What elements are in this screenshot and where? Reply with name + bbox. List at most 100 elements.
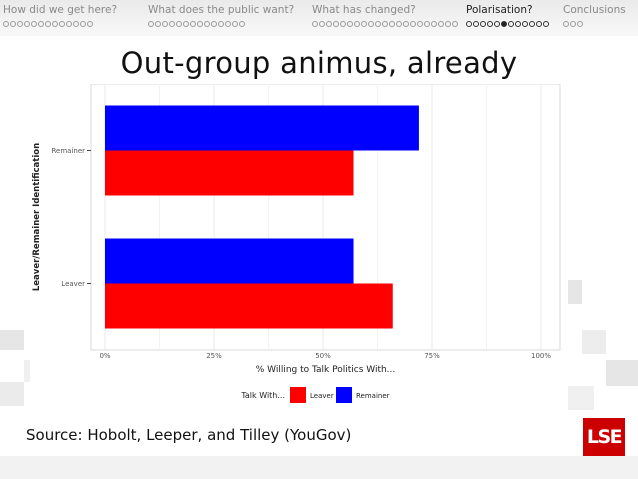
slide-dot[interactable] (169, 21, 175, 27)
slide-dot[interactable] (45, 21, 51, 27)
slide-dot[interactable] (24, 21, 30, 27)
slide-dot[interactable] (452, 21, 458, 27)
slide-dot[interactable] (473, 21, 479, 27)
slide-dot[interactable] (66, 21, 72, 27)
nav-section-polarisation[interactable]: Polarisation? (466, 4, 549, 27)
bg-square (606, 360, 638, 386)
slide-dot[interactable] (382, 21, 388, 27)
slide-dot[interactable] (80, 21, 86, 27)
slide-dot[interactable] (438, 21, 444, 27)
slide-dot[interactable] (487, 21, 493, 27)
slide-dot[interactable] (326, 21, 332, 27)
slide-dot[interactable] (515, 21, 521, 27)
slide-dot[interactable] (218, 21, 224, 27)
progress-dots (3, 21, 117, 27)
nav-section-conclusions[interactable]: Conclusions (563, 4, 626, 27)
slide-dot[interactable] (52, 21, 58, 27)
slide-dot[interactable] (480, 21, 486, 27)
x-tick-label: 50% (315, 352, 331, 360)
bg-square (0, 382, 24, 406)
slide-dot[interactable] (403, 21, 409, 27)
chart-image: 0% 25% 50% 75% 100% Remainer Leaver % Willing t… (30, 84, 568, 414)
slide-dot[interactable] (31, 21, 37, 27)
slide-dot[interactable] (10, 21, 16, 27)
nav-section-label: What has changed? (312, 4, 416, 16)
slide-dot[interactable] (190, 21, 196, 27)
slide-dot[interactable] (543, 21, 549, 27)
bg-square (582, 330, 606, 354)
legend-swatch-leaver (290, 387, 306, 403)
bg-square (568, 280, 582, 304)
x-tick-label: 0% (99, 352, 110, 360)
slide-dot[interactable] (148, 21, 154, 27)
progress-dots (563, 21, 626, 27)
bar-leaver-remainer (105, 150, 354, 196)
slide-dot[interactable] (347, 21, 353, 27)
slide-dot[interactable] (354, 21, 360, 27)
slide-dot[interactable] (183, 21, 189, 27)
slide-dot[interactable] (17, 21, 23, 27)
slide-dot[interactable] (155, 21, 161, 27)
slide-dot[interactable] (239, 21, 245, 27)
progress-dots (312, 21, 458, 27)
slide-dot[interactable] (38, 21, 44, 27)
slide-dot[interactable] (431, 21, 437, 27)
progress-dots (148, 21, 294, 27)
slide-dot[interactable] (73, 21, 79, 27)
y-tick-label: Leaver (61, 280, 85, 288)
slide-dot[interactable] (389, 21, 395, 27)
slide-dot[interactable] (225, 21, 231, 27)
nav-section-what-has-changed[interactable]: What has changed? (312, 4, 458, 27)
slide-dot[interactable] (361, 21, 367, 27)
slide-dot[interactable] (232, 21, 238, 27)
slide-dot[interactable] (319, 21, 325, 27)
nav-section-label: What does the public want? (148, 4, 295, 16)
bar-remainer-leaver (105, 238, 354, 284)
slide-dot[interactable] (508, 21, 514, 27)
slide-dot[interactable] (204, 21, 210, 27)
slide-dot[interactable] (59, 21, 65, 27)
bar-leaver-leaver (105, 283, 393, 329)
slide-dot[interactable] (410, 21, 416, 27)
slide-dot[interactable] (340, 21, 346, 27)
slide-dot[interactable] (445, 21, 451, 27)
bar-remainer-remainer (105, 105, 419, 151)
slide-dot[interactable] (529, 21, 535, 27)
slide-dot[interactable] (466, 21, 472, 27)
slide-dot[interactable] (536, 21, 542, 27)
nav-section-how-did-we-get-here[interactable]: How did we get here? (3, 4, 117, 27)
slide-dot[interactable] (162, 21, 168, 27)
progress-dots (466, 21, 549, 27)
y-axis-title: Leaver/Remainer Identification (32, 143, 42, 291)
nav-section-label: How did we get here? (3, 4, 118, 16)
slide-dot[interactable] (176, 21, 182, 27)
slide-dot[interactable] (312, 21, 318, 27)
legend-swatch-remainer (336, 387, 352, 403)
legend-label-leaver: Leaver (310, 392, 334, 400)
slide-dot[interactable] (368, 21, 374, 27)
slide-dot[interactable] (396, 21, 402, 27)
slide-dot[interactable] (563, 21, 569, 27)
slide-dot[interactable] (570, 21, 576, 27)
slide-dot[interactable] (494, 21, 500, 27)
legend-title: Talk With... (240, 391, 285, 400)
slide-dot[interactable] (211, 21, 217, 27)
bg-square (568, 386, 594, 410)
current-slide-dot[interactable] (501, 21, 507, 27)
nav-section-label: Conclusions (563, 4, 626, 16)
slide-dot[interactable] (87, 21, 93, 27)
bar-chart: 0% 25% 50% 75% 100% Remainer Leaver % Willing t… (32, 84, 561, 403)
slide-dot[interactable] (417, 21, 423, 27)
slide-dot[interactable] (3, 21, 9, 27)
y-tick-label: Remainer (51, 147, 85, 155)
slide-dot[interactable] (333, 21, 339, 27)
nav-section-what-does-the-public-want[interactable]: What does the public want? (148, 4, 294, 27)
slide-dot[interactable] (375, 21, 381, 27)
lse-logo: LSE (583, 418, 625, 456)
slide-dot[interactable] (424, 21, 430, 27)
x-axis-title: % Willing to Talk Politics With... (256, 365, 396, 375)
x-tick-label: 75% (424, 352, 440, 360)
slide-dot[interactable] (197, 21, 203, 27)
slide-dot[interactable] (522, 21, 528, 27)
slide-dot[interactable] (577, 21, 583, 27)
